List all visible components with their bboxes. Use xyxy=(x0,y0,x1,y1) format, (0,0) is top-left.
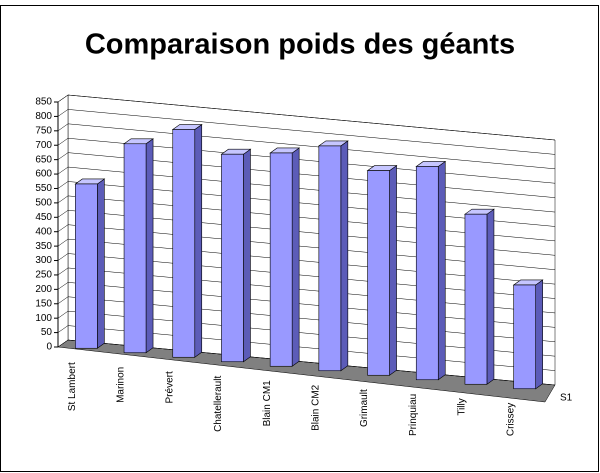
bar xyxy=(75,183,98,349)
y-tick-label: 200 xyxy=(35,284,52,295)
grid-line xyxy=(57,195,69,204)
bar xyxy=(221,153,244,363)
bar xyxy=(123,143,147,354)
grid-line xyxy=(57,224,69,232)
grid-line xyxy=(57,109,69,117)
y-tick-label: 0 xyxy=(46,342,52,353)
x-tick-label: Chatellerault xyxy=(213,376,224,432)
grid-line xyxy=(57,152,69,160)
grid-line xyxy=(67,94,556,141)
grid-line xyxy=(57,166,69,175)
y-tick-label: 450 xyxy=(35,212,52,223)
bar-side xyxy=(291,147,300,367)
grid-line xyxy=(57,210,69,218)
grid-line xyxy=(57,253,69,261)
x-tick-label: St Lambert xyxy=(67,362,78,411)
grid-line xyxy=(57,238,69,247)
bar-side xyxy=(340,140,349,372)
grid-line xyxy=(57,339,69,348)
grid-line xyxy=(67,123,556,170)
y-tick-label: 700 xyxy=(35,140,52,151)
grid-line xyxy=(57,138,69,146)
bar xyxy=(318,145,342,372)
bar-side xyxy=(194,123,203,358)
y-tick-label: 500 xyxy=(35,198,52,209)
x-tick-label: Crissey xyxy=(505,403,516,436)
y-tick-label: 100 xyxy=(35,313,52,324)
y-tick-label: 150 xyxy=(35,298,52,309)
bar-side xyxy=(486,208,495,385)
y-tick-label: 300 xyxy=(35,255,52,266)
y-tick-label: 600 xyxy=(35,169,52,180)
x-tick-label: Prinquiau xyxy=(408,394,419,436)
bar xyxy=(513,284,536,390)
y-tick-label: 350 xyxy=(35,241,52,252)
grid-line xyxy=(57,282,69,290)
x-tick-label: Grimault xyxy=(359,389,370,427)
y-tick-label: 650 xyxy=(35,154,52,165)
y-tick-label: 550 xyxy=(35,183,52,194)
bar xyxy=(415,166,439,381)
bar xyxy=(172,129,196,358)
chart-title: Comparaison poids des géants xyxy=(85,29,515,61)
bar-side xyxy=(243,148,251,363)
grid-line xyxy=(57,94,69,103)
bar-side xyxy=(389,165,397,376)
bar xyxy=(464,213,488,385)
bar xyxy=(367,170,390,376)
grid-line xyxy=(57,267,69,276)
bar-side xyxy=(535,279,543,390)
legend-label: S1 xyxy=(560,393,573,404)
y-tick-label: 850 xyxy=(35,97,52,108)
grid-line xyxy=(57,181,69,189)
y-tick-label: 50 xyxy=(41,327,53,338)
x-tick-label: Tilly xyxy=(457,398,468,415)
grid-line xyxy=(57,325,69,333)
x-tick-label: Prévert xyxy=(164,371,175,403)
bar-side xyxy=(437,160,446,381)
y-tick-label: 800 xyxy=(35,111,52,122)
left-wall xyxy=(57,94,69,348)
grid-line xyxy=(57,296,69,304)
grid-line xyxy=(67,109,556,155)
bar-side xyxy=(97,178,105,349)
y-tick-label: 750 xyxy=(35,125,52,136)
grid-line xyxy=(57,123,69,132)
bar xyxy=(269,152,293,367)
x-tick-label: Marinon xyxy=(116,367,127,403)
x-tick-label: Blain CM2 xyxy=(310,384,321,431)
x-tick-label: Blain CM1 xyxy=(262,380,273,427)
grid-line xyxy=(57,310,69,319)
y-tick-label: 250 xyxy=(35,270,52,281)
y-tick-label: 400 xyxy=(35,226,52,237)
bar-side xyxy=(145,138,154,354)
